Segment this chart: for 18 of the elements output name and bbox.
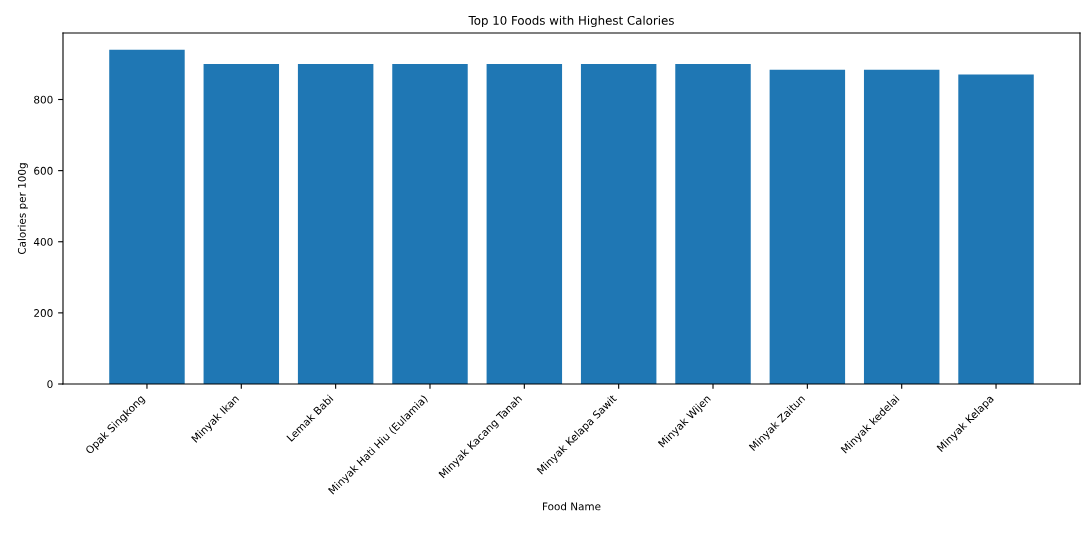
bar <box>958 74 1034 384</box>
bar <box>769 69 846 384</box>
y-tick-label: 600 <box>34 166 53 175</box>
y-tick-label: 800 <box>34 95 53 104</box>
bar <box>203 63 280 384</box>
bar <box>580 63 657 384</box>
y-tick-label: 0 <box>47 380 53 389</box>
bar <box>863 69 940 384</box>
bar <box>486 63 563 384</box>
bar <box>109 49 185 384</box>
y-tick-label: 400 <box>33 237 53 246</box>
bar <box>675 63 751 384</box>
y-axis-title: Calories per 100g <box>17 163 28 255</box>
bar <box>392 63 468 384</box>
y-tick-label: 200 <box>34 309 53 317</box>
bar <box>297 63 374 384</box>
chart-title: Top 10 Foods with Highest Calories <box>468 15 674 28</box>
x-axis-title: Food Name <box>543 502 601 511</box>
